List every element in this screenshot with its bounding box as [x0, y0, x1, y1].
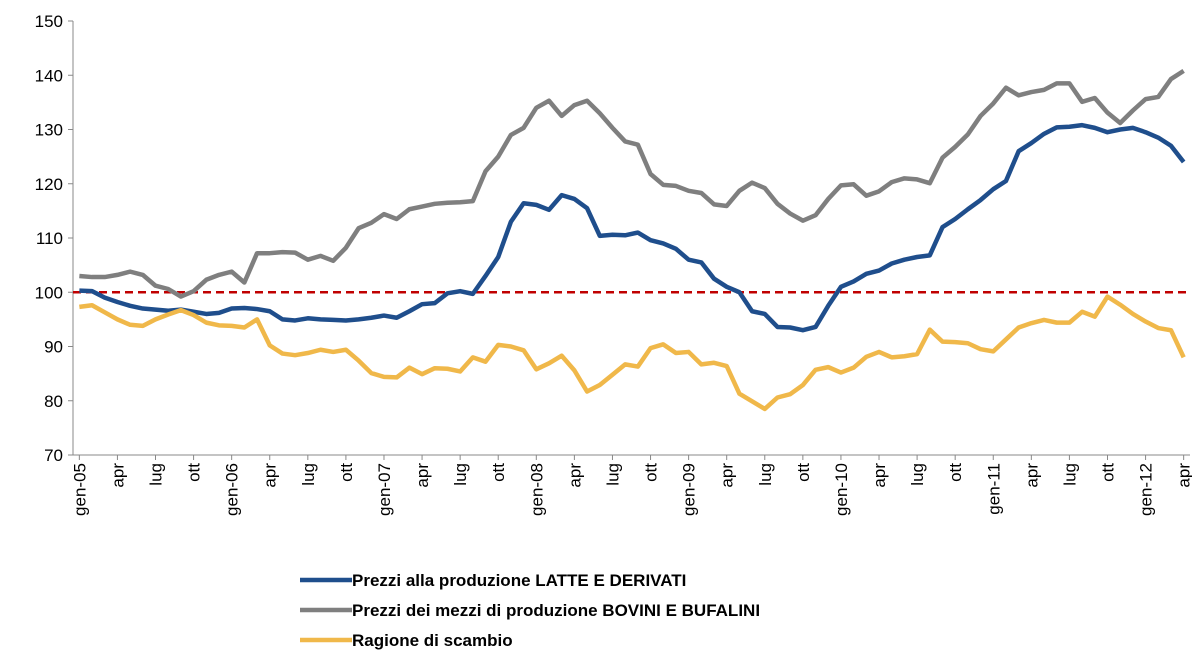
x-tick-label: gen-06: [223, 463, 242, 516]
x-tick-label: gen-09: [680, 463, 699, 516]
y-tick-label: 110: [36, 229, 63, 248]
x-tick-label: apr: [565, 463, 584, 488]
series-line: [79, 122, 1186, 333]
x-tick-label: ott: [185, 463, 204, 482]
x-tick-label: gen-11: [984, 463, 1003, 515]
x-tick-label: lug: [603, 463, 622, 486]
x-tick-label: lug: [908, 463, 927, 486]
legend-label: Prezzi alla produzione LATTE E DERIVATI: [352, 571, 686, 590]
y-tick-label: 130: [35, 121, 63, 140]
legend-label: Prezzi dei mezzi di produzione BOVINI E …: [352, 601, 760, 620]
x-tick-label: lug: [147, 463, 166, 486]
x-tick-label: ott: [794, 463, 813, 482]
x-tick-label: ott: [1098, 463, 1117, 482]
x-tick-label: ott: [337, 463, 356, 482]
x-tick-label: ott: [946, 463, 965, 482]
x-tick-label: apr: [1022, 463, 1041, 488]
y-tick-label: 150: [35, 12, 63, 31]
y-tick-label: 80: [44, 392, 63, 411]
x-tick-label: gen-07: [375, 463, 394, 516]
y-tick-label: 140: [35, 66, 63, 85]
series-line: [79, 294, 1186, 412]
x-tick-label: apr: [261, 463, 280, 488]
x-tick-label: apr: [108, 463, 127, 488]
x-tick-label: gen-08: [527, 463, 546, 516]
x-tick-label: apr: [870, 463, 889, 488]
y-tick-label: 70: [44, 446, 63, 465]
x-tick-label: lug: [756, 463, 775, 486]
x-tick-label: apr: [1175, 463, 1192, 488]
legend-label: Ragione di scambio: [352, 631, 513, 650]
x-tick-label: ott: [489, 463, 508, 482]
x-tick-label: ott: [642, 463, 661, 482]
y-tick-label: 120: [35, 175, 63, 194]
x-tick-label: apr: [413, 463, 432, 488]
x-tick-label: lug: [451, 463, 470, 486]
y-tick-label: 90: [44, 338, 63, 357]
x-tick-label: lug: [1060, 463, 1079, 486]
x-tick-label: gen-05: [70, 463, 89, 516]
y-tick-label: 100: [35, 283, 63, 302]
x-tick-label: lug: [299, 463, 318, 486]
series-line: [79, 69, 1185, 299]
x-tick-label: gen-10: [832, 463, 851, 516]
x-tick-label: gen-12: [1137, 463, 1156, 516]
x-tick-label: apr: [718, 463, 737, 488]
